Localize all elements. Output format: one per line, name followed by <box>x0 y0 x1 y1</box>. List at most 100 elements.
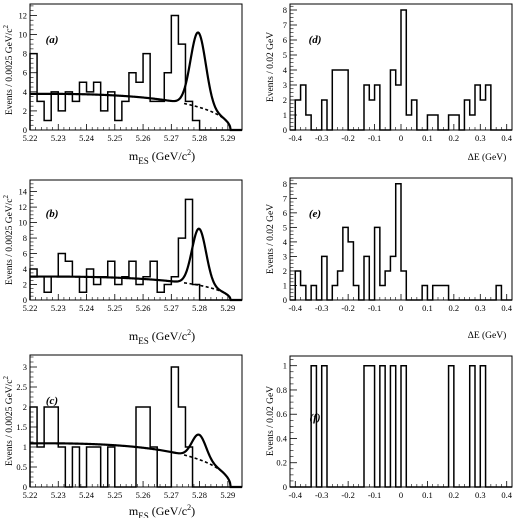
panel-label: (b) <box>46 208 59 220</box>
x-tick-label: -0.3 <box>315 133 328 143</box>
x-tick-label: 0.3 <box>475 490 486 500</box>
x-tick-label: -0.2 <box>341 133 354 143</box>
panel-a: 5.22 5.23 5.24 5.25 5.26 5.27 5.28 5.29 0 2 4 6 8 10 1… <box>2 3 243 166</box>
y-tick-label: 5 <box>283 50 287 60</box>
y-tick-label: 2 <box>283 95 287 105</box>
x-tick-label: -0.2 <box>341 490 354 500</box>
x-tick-label: -0.3 <box>315 490 328 500</box>
y-tick-label: 0.8 <box>276 385 287 395</box>
y-axis-label: Events / 0.02 GeV <box>266 386 276 456</box>
y-tick-label: 8 <box>23 49 27 59</box>
x-axis-label: ΔE (GeV) <box>468 152 507 163</box>
plot-frame <box>29 179 243 301</box>
panel-label: (e) <box>309 208 321 220</box>
histogram-series <box>290 364 512 488</box>
fit-background-curve <box>183 454 232 488</box>
histogram-series <box>290 9 512 131</box>
x-axis-label: ΔE (GeV) <box>468 330 507 341</box>
y-tick-label: 1 <box>283 361 287 371</box>
y-tick-label: 10 <box>19 30 28 40</box>
y-tick-label: 0 <box>23 295 27 305</box>
x-tick-label: 0 <box>399 490 403 500</box>
x-tick-label: 5.25 <box>107 490 122 500</box>
panel-b: 5.22 5.23 5.24 5.25 5.26 5.27 5.28 5.29 0 2 4 6 8 10 1… <box>2 179 243 346</box>
x-tick-label: -0.4 <box>289 133 303 143</box>
y-tick-label: 2 <box>23 402 27 412</box>
x-axis-label: mES (GeV/c2) <box>129 328 195 346</box>
y-tick-label: 0 <box>23 125 27 135</box>
x-tick-label: -0.2 <box>341 303 354 313</box>
x-tick-label: -0.1 <box>368 490 381 500</box>
x-tick-label: 0 <box>399 133 403 143</box>
y-tick-label: 0 <box>283 482 287 492</box>
y-tick-label: 6 <box>23 249 27 259</box>
panel-d: -0.4 -0.3 -0.2 -0.1 0 0.1 0.2 0.3 0.4 0 1 2 3 4 5 6 7 8 (d… <box>266 3 513 163</box>
y-tick-label: 0.4 <box>276 433 287 443</box>
panel-c: 5.22 5.23 5.24 5.25 5.26 5.27 5.28 5.29 0 0.5 1 1.5… <box>2 354 243 518</box>
y-tick-label: 0 <box>283 295 287 305</box>
y-tick-label: 2 <box>23 280 27 290</box>
panel-label: (c) <box>46 395 58 407</box>
x-tick-label: 5.24 <box>79 490 95 500</box>
x-axis-label: mES (GeV/c2) <box>129 503 195 518</box>
y-tick-label: 4 <box>23 264 28 274</box>
x-tick-label: 0.2 <box>449 133 460 143</box>
panel-f: -0.4 -0.3 -0.2 -0.1 0 0.1 0.2 0.3 0.4 0 0.2 0.4 0.6 0… <box>266 355 513 500</box>
x-tick-label: 0.2 <box>449 303 460 313</box>
y-tick-label: 1 <box>283 110 287 120</box>
x-tick-label: -0.3 <box>315 303 328 313</box>
x-tick-label: 5.25 <box>107 303 122 313</box>
x-tick-label: 5.27 <box>164 303 179 313</box>
x-tick-label: 5.22 <box>23 303 38 313</box>
fit-total-curve <box>30 227 242 302</box>
x-axis-label-exponent: 2 <box>187 503 191 512</box>
x-tick-label: 5.23 <box>51 303 66 313</box>
y-axis-label-exponent: 2 <box>2 194 10 198</box>
x-axis-label: mES (GeV/c2) <box>129 148 195 166</box>
fit-background-curve <box>183 102 232 131</box>
x-tick-label: 0.4 <box>501 133 512 143</box>
y-tick-label: 3 <box>283 80 287 90</box>
x-tick-label: 0.4 <box>501 490 512 500</box>
y-tick-label: 14 <box>19 187 28 197</box>
y-axis-label: Events / 0.02 GeV <box>266 32 276 102</box>
x-tick-label: 5.29 <box>220 303 235 313</box>
y-axis-label-exponent: 2 <box>2 375 10 379</box>
x-tick-label: 0 <box>399 303 403 313</box>
x-tick-label: 0.4 <box>501 303 512 313</box>
x-tick-label: 0.1 <box>422 303 433 313</box>
fit-background-curve <box>183 282 232 301</box>
histogram-series <box>29 366 242 488</box>
x-tick-label: 0.3 <box>475 303 486 313</box>
y-axis-label-exponent: 2 <box>2 24 10 28</box>
y-tick-label: 10 <box>19 218 28 228</box>
x-tick-label: 5.29 <box>220 133 235 143</box>
x-axis-label-exponent: 2 <box>187 148 191 157</box>
y-tick-label: 6 <box>283 208 287 218</box>
y-tick-label: 1.5 <box>16 422 27 432</box>
x-tick-label: 5.23 <box>51 490 66 500</box>
x-tick-label: 5.23 <box>51 133 66 143</box>
y-axis-label: Events / 0.0025 GeV/c2 <box>2 375 15 466</box>
y-tick-label: 6 <box>23 68 27 78</box>
x-tick-label: 0.2 <box>449 490 460 500</box>
panel-label: (a) <box>46 34 59 46</box>
x-tick-label: 5.26 <box>136 490 151 500</box>
y-axis-label: Events / 0.0025 GeV/c2 <box>2 24 15 115</box>
x-tick-label: -0.4 <box>289 303 303 313</box>
panel-label: (d) <box>309 34 322 46</box>
fit-total-curve <box>29 433 242 489</box>
x-tick-label: 5.27 <box>164 490 179 500</box>
histogram-series <box>29 198 242 301</box>
x-tick-label: 5.26 <box>136 303 151 313</box>
y-tick-label: 4 <box>283 237 288 247</box>
x-tick-label: -0.4 <box>289 490 303 500</box>
x-tick-label: 5.24 <box>79 303 95 313</box>
y-tick-label: 7 <box>283 20 287 30</box>
y-tick-label: 0.2 <box>276 458 287 468</box>
histogram-series <box>29 14 242 131</box>
y-tick-label: 2.5 <box>16 382 27 392</box>
y-tick-label: 4 <box>23 87 28 97</box>
x-tick-label: 5.27 <box>164 133 179 143</box>
